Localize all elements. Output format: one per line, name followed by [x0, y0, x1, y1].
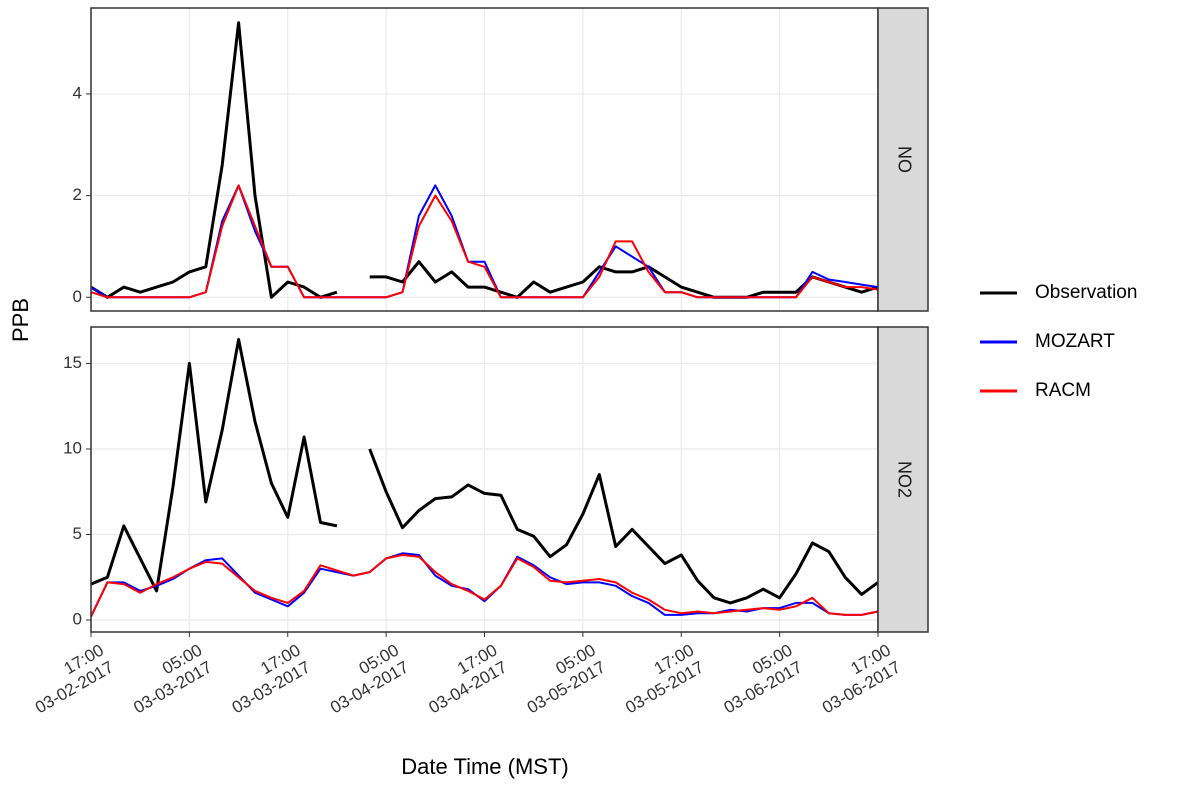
y-axis-title: PPB [8, 298, 33, 342]
x-tick-label: 17:0003-05-2017 [613, 641, 708, 718]
series-line [90, 554, 879, 618]
y-tick-label: 15 [63, 353, 82, 372]
x-axis-title: Date Time (MST) [401, 754, 568, 779]
series-line [90, 184, 879, 299]
y-tick-label: 10 [63, 438, 82, 457]
x-tick-label: 05:0003-06-2017 [711, 641, 806, 718]
x-tick-label: 17:0003-04-2017 [416, 641, 511, 718]
y-tick-label: 0 [73, 287, 82, 306]
y-tick-label: 5 [73, 524, 82, 543]
x-tick-label: 17:0003-03-2017 [219, 641, 314, 718]
x-tick-label: 05:0003-04-2017 [318, 641, 413, 718]
facet-strip [877, 7, 929, 312]
x-tick-label: 17:0003-02-2017 [22, 641, 117, 718]
x-tick-label: 17:0003-06-2017 [809, 641, 904, 718]
facet-strip [877, 326, 929, 633]
legend: Observation MOZART RACM [980, 282, 1137, 401]
y-tick-label: 2 [73, 185, 82, 204]
x-tick-label: 05:0003-05-2017 [514, 641, 609, 718]
legend-label: MOZART [1035, 331, 1115, 352]
legend-label: Observation [1035, 282, 1137, 303]
series-line [90, 338, 879, 605]
series-line [90, 552, 879, 618]
y-tick-label: 4 [73, 83, 82, 102]
y-tick-label: 0 [73, 610, 82, 629]
x-tick-label: 05:0003-03-2017 [121, 641, 216, 718]
legend-label: RACM [1035, 380, 1091, 401]
facet-label: NO [894, 146, 914, 173]
facet-label: NO2 [894, 461, 914, 498]
series-line [90, 21, 879, 299]
